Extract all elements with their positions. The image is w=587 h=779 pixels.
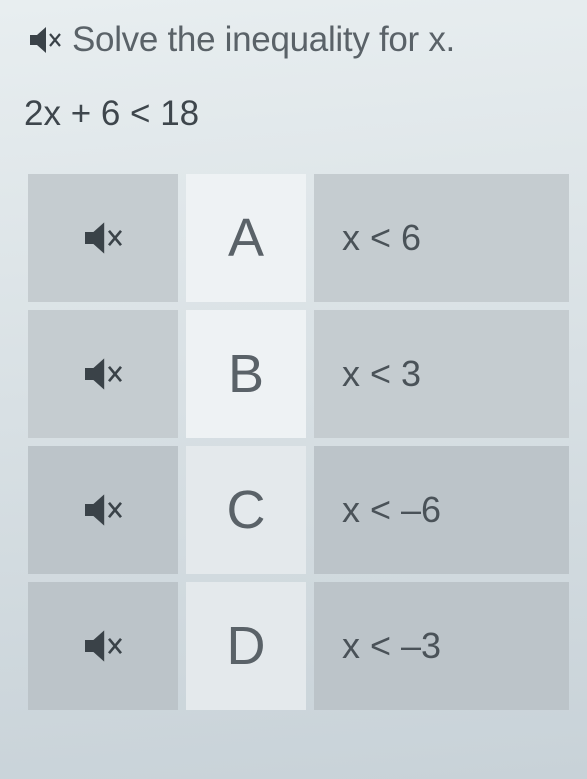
speaker-muted-icon[interactable] [82, 356, 124, 392]
choice-letter: C [186, 446, 306, 574]
choice-answer: x < 3 [314, 310, 569, 438]
speaker-muted-icon[interactable] [28, 25, 62, 55]
inequality-expression: 2x + 6 < 18 [24, 94, 569, 134]
choice-row-a[interactable]: A x < 6 [28, 174, 569, 302]
choice-row-d[interactable]: D x < –3 [28, 582, 569, 710]
choice-letter: D [186, 582, 306, 710]
choice-row-b[interactable]: B x < 3 [28, 310, 569, 438]
choice-audio-cell [28, 446, 178, 574]
question-header: Solve the inequality for x. [28, 20, 569, 60]
question-prompt: Solve the inequality for x. [72, 20, 455, 60]
choice-answer: x < –3 [314, 582, 569, 710]
choice-audio-cell [28, 174, 178, 302]
choice-audio-cell [28, 582, 178, 710]
choice-letter: B [186, 310, 306, 438]
speaker-muted-icon[interactable] [82, 220, 124, 256]
choice-row-c[interactable]: C x < –6 [28, 446, 569, 574]
choice-answer: x < –6 [314, 446, 569, 574]
speaker-muted-icon[interactable] [82, 492, 124, 528]
choice-audio-cell [28, 310, 178, 438]
answer-choices: A x < 6 B x < 3 C [28, 174, 569, 710]
speaker-muted-icon[interactable] [82, 628, 124, 664]
choice-answer: x < 6 [314, 174, 569, 302]
choice-letter: A [186, 174, 306, 302]
